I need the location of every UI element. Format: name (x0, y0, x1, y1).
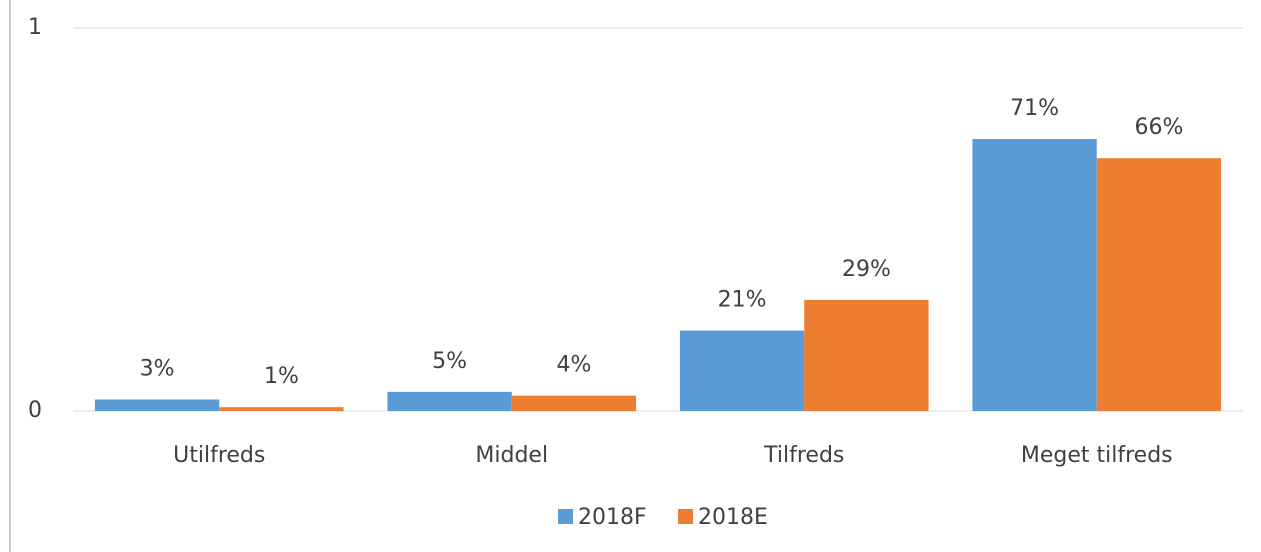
bar (972, 139, 1097, 411)
legend-label: 2018F (578, 505, 647, 530)
data-label: 66% (1134, 115, 1183, 140)
y-tick-label: 0 (28, 398, 42, 423)
bar (804, 299, 929, 411)
bar (94, 399, 220, 411)
bar (387, 391, 512, 411)
data-label: 3% (140, 357, 175, 382)
legend-swatch (678, 509, 693, 524)
data-label: 21% (718, 288, 767, 313)
data-label: 29% (842, 257, 891, 282)
legend-swatch (558, 509, 573, 524)
x-tick-label: Meget tilfreds (1021, 443, 1173, 468)
bar (511, 395, 637, 411)
y-tick-label: 1 (28, 15, 42, 40)
data-label: 1% (264, 364, 299, 389)
bar (1096, 158, 1222, 411)
x-tick-label: Tilfreds (763, 443, 844, 468)
bar (679, 330, 805, 411)
data-label: 5% (432, 349, 467, 374)
legend-label: 2018E (698, 505, 768, 530)
data-label: 4% (556, 353, 591, 378)
bar (219, 407, 344, 411)
x-tick-label: Utilfreds (173, 443, 265, 468)
data-label: 71% (1010, 96, 1059, 121)
x-tick-label: Middel (475, 443, 548, 468)
